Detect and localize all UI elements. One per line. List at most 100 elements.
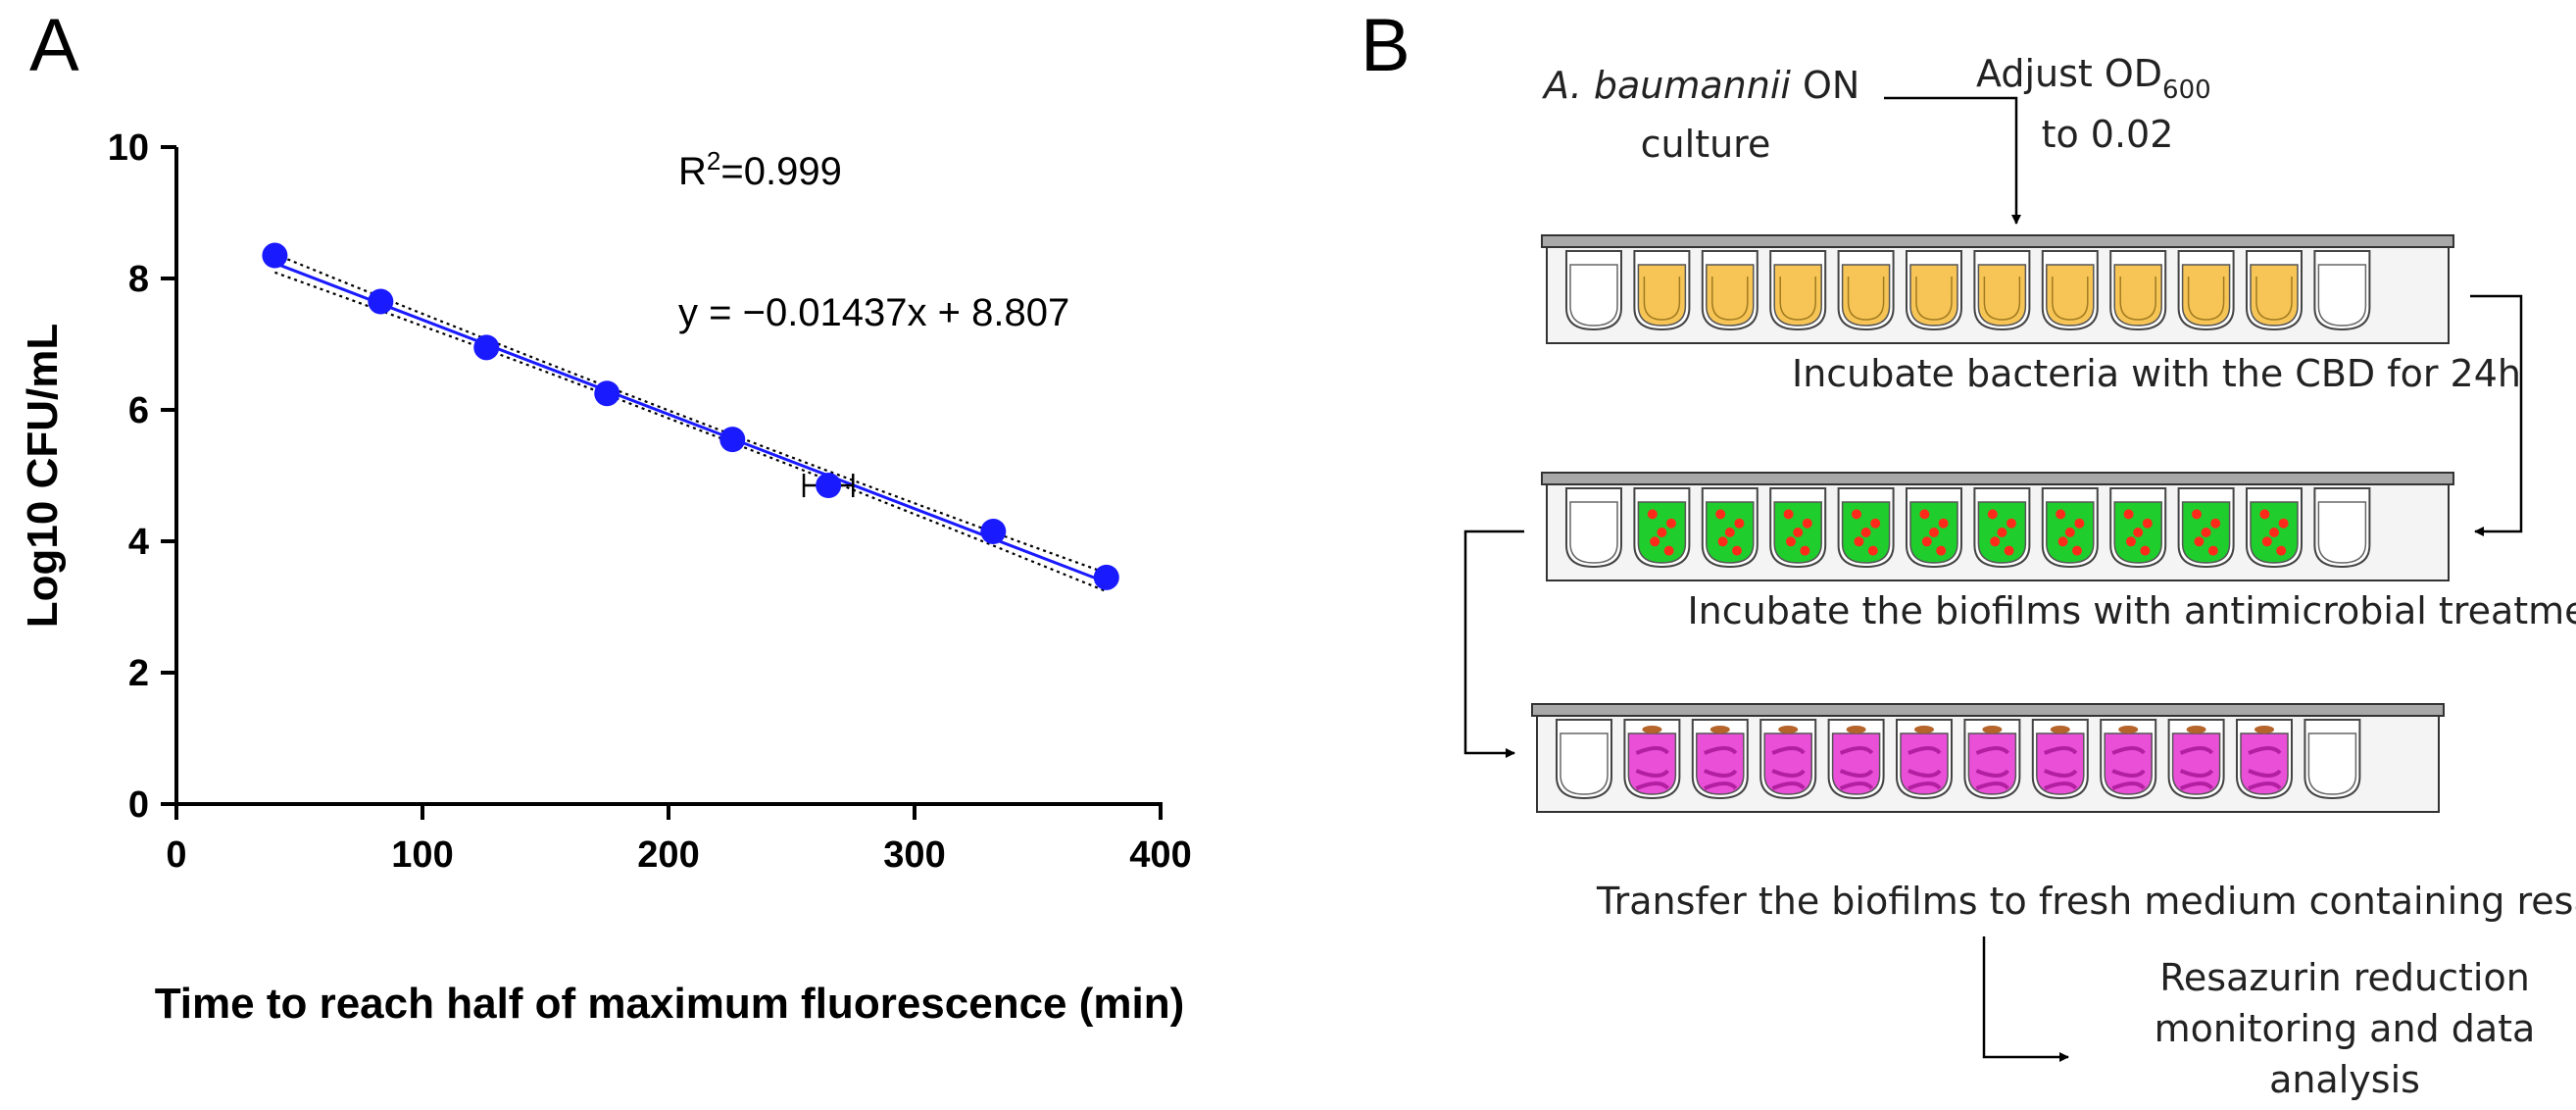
biofilm-dot [2192,509,2202,520]
biofilm-dot [1800,545,1810,556]
r-squared-label: R2=0.999 [678,146,842,193]
x-tick-label: 200 [637,834,699,876]
well-meniscus [2187,277,2225,321]
biofilm-dot [1793,528,1804,537]
biofilm-dot [1715,509,1726,520]
ci-lower [274,271,1108,593]
biofilm-dot [2201,528,2211,537]
biofilm-dot [1990,536,2001,547]
biofilm-dot [2278,518,2289,529]
biofilm-dot [2126,536,2136,547]
well-fill [2046,264,2095,327]
biofilm-peg [2050,726,2070,733]
empty-well-inner [2307,732,2357,795]
empty-well-inner [1569,501,1618,564]
biofilm-peg [1914,726,1934,733]
adjust-od-label-line2: to 0.02 [2042,113,2174,156]
biofilm-dot [1860,528,1871,537]
resazurin-swirl [1975,746,2009,790]
well-meniscus [2052,277,2089,321]
biofilm-peg [2186,726,2206,733]
scatter-chart: 0 100 200 300 400 0 2 4 6 8 10 R2=0.999 y = −0.014… [19,127,1192,1028]
empty-well-inner [2317,264,2367,327]
axes [174,147,1163,806]
biofilm-dot [1734,518,1745,529]
well-fill [1773,264,1822,327]
biofilm-dot [1870,518,1881,529]
biofilm-dot [1732,545,1742,556]
biofilm-dot [2056,509,2066,520]
x-tick-label: 100 [391,834,453,876]
well-fill [1841,264,1891,327]
biofilm-dot [1919,509,1930,520]
resazurin-swirl [2248,746,2282,790]
biofilm-dot [1852,509,1861,520]
biofilm-dot [1854,536,1864,547]
biofilm-dot [1987,509,1998,520]
arrow-to-analysis [1982,936,2069,1062]
biofilm-dot [1867,545,1878,556]
resazurin-swirl [1635,746,1669,790]
data-point [368,288,394,315]
plate-step2 [1541,472,2454,581]
plate-lid [1541,234,2454,248]
y-tick-label: 0 [128,784,149,826]
well-fill [1977,264,2027,327]
biofilm-dot [2261,536,2272,547]
well-meniscus [1711,277,1749,321]
well-outline [2313,250,2371,331]
empty-well-inner [1560,732,1609,795]
adjust-od-label: Adjust OD600 [1976,52,2211,105]
culture-label-line2: culture [1641,123,1771,166]
x-axis-title: Time to reach half of maximum fluorescen… [155,980,1185,1028]
regression-line [273,262,1108,584]
resazurin-swirl [2111,746,2146,790]
well-meniscus [1643,277,1681,321]
y-tick-label: 6 [128,390,149,431]
biofilm-dot [2133,528,2144,537]
y-tick-label: 2 [128,653,149,694]
biofilm-dot [2064,528,2075,537]
well-meniscus [1983,277,2021,321]
biofilm-dot [1650,536,1660,547]
well-meniscus [2255,277,2293,321]
data-point [816,473,842,499]
biofilm-dot [2259,509,2270,520]
x-tick-label: 0 [166,834,186,876]
resazurin-swirl [2044,746,2078,790]
plate-lid [1531,703,2445,717]
x-tick-label: 300 [883,834,945,876]
y-tick-label: 10 [108,127,149,169]
biofilm-peg [1778,726,1799,733]
biofilm-dot [2072,545,2082,556]
panel-b-letter: B [1361,4,1411,87]
biofilm-dot [2142,518,2153,529]
confidence-band [273,253,1108,593]
biofilm-dot [1657,528,1667,537]
x-tick-label: 400 [1129,834,1191,876]
plate-lid [1541,472,2454,485]
resazurin-swirl [1704,746,1738,790]
well-outline [1556,719,1612,800]
y-tick-label: 4 [128,522,149,563]
arrow-into-plate-1 [1884,96,2021,225]
data-point [473,334,500,361]
biofilm-dot [2207,545,2218,556]
well-outline [1565,250,1622,331]
plate-step3 [1531,703,2445,813]
well-fill [1706,264,1755,327]
biofilm-dot [1647,509,1658,520]
data-point [594,380,620,407]
well-meniscus [1847,277,1885,321]
resazurin-swirl [1839,746,1874,790]
biofilm-peg [1846,726,1866,733]
biofilm-dot [1663,545,1674,556]
biofilm-dot [1997,528,2007,537]
well-fill [1637,264,1687,327]
well-outline [1565,487,1622,569]
well-meniscus [2119,277,2156,321]
step2-label: Incubate the biofilms with antimicrobial… [1687,589,2576,632]
data-points [262,242,1119,590]
empty-well-inner [1569,264,1618,327]
arrow-to-plate-2 [2470,294,2523,536]
